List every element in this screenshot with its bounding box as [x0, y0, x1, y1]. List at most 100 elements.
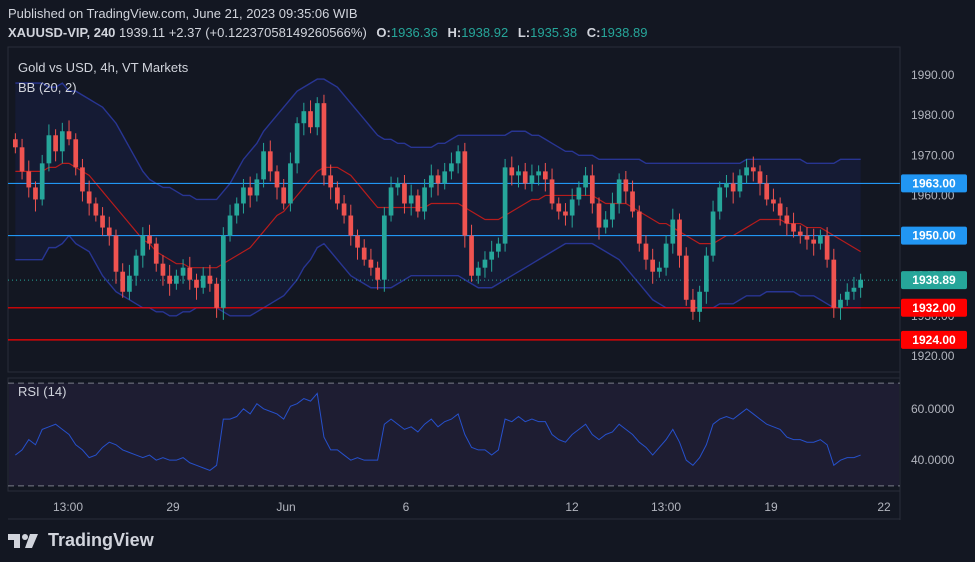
candle-body [254, 179, 260, 196]
brand-name: TradingView [48, 530, 154, 550]
candle-body [462, 151, 468, 236]
candle-body [650, 259, 656, 272]
candle-body [395, 183, 401, 188]
candle-body [73, 139, 79, 168]
candle-body [127, 275, 132, 292]
candle-body [663, 243, 669, 268]
candle-body [113, 235, 119, 272]
candle-body [281, 187, 287, 204]
low-label: L: [517, 25, 531, 40]
price-tick-label: 1990.00 [911, 68, 955, 82]
candle-body [744, 167, 749, 176]
price-tick-label: 1970.00 [911, 148, 955, 162]
candle-body [690, 299, 696, 312]
candle-body [348, 215, 354, 236]
candle-body [750, 167, 756, 172]
candle-body [791, 223, 796, 232]
candle-body [610, 203, 615, 220]
candle-body [730, 183, 736, 192]
candle-body [220, 235, 226, 308]
candle-body [475, 267, 481, 276]
candle-body [757, 171, 763, 184]
candle-body [496, 243, 501, 252]
tradingview-logo-icon [8, 533, 38, 548]
rsi-legend: RSI (14) [18, 384, 67, 399]
candle-body [301, 111, 307, 124]
candle-body [46, 135, 52, 164]
open-value: 1936.36 [390, 25, 438, 40]
candle-body [737, 175, 743, 192]
candle-body [670, 219, 676, 244]
candle-body [697, 291, 702, 312]
candle-body [308, 111, 313, 128]
candle-body [536, 171, 541, 176]
candle-body [100, 215, 105, 228]
candle-body [851, 287, 857, 292]
time-tick-label: 13:00 [651, 500, 681, 514]
candle-body [784, 215, 790, 224]
candle-body [811, 239, 817, 244]
high-value: 1938.92 [461, 25, 509, 40]
candle-body [717, 187, 723, 212]
candle-body [267, 151, 273, 172]
candle-body [174, 275, 179, 284]
time-tick-label: 13:00 [53, 500, 83, 514]
candle-body [677, 219, 682, 256]
rsi-tick-label: 60.0000 [911, 402, 955, 416]
candle-body [93, 203, 99, 216]
candle-body [207, 275, 213, 284]
candle-body [777, 203, 783, 216]
candle-body [120, 271, 126, 292]
candle-body [13, 139, 18, 148]
candle-body [643, 243, 649, 260]
candle-body [241, 187, 246, 204]
candle-body [563, 211, 568, 216]
price-tick-label: 1920.00 [911, 349, 955, 363]
low-value: 1935.38 [530, 25, 578, 40]
candle-body [502, 167, 508, 244]
candle-body [683, 255, 689, 300]
time-tick-label: 6 [403, 500, 410, 514]
candle-body [375, 267, 380, 280]
candle-body [623, 179, 629, 192]
time-tick-label: 12 [565, 500, 579, 514]
symbol-name[interactable]: XAUUSD-VIP, 240 [8, 25, 116, 40]
candle-body [341, 203, 347, 216]
bb-band-fill [15, 79, 861, 316]
last-price: 1939.11 [119, 25, 166, 40]
candle-body [288, 163, 293, 204]
candle-body [200, 275, 206, 288]
candle-body [522, 171, 528, 184]
candle-body [26, 171, 32, 188]
candle-body [657, 267, 662, 272]
candle-body [227, 215, 233, 236]
candle-body [455, 151, 461, 164]
candle-body [53, 135, 58, 152]
candle-body [824, 235, 830, 260]
candle-body [59, 131, 65, 152]
current-price-label: 1938.89 [912, 273, 956, 287]
candle-body [388, 187, 394, 216]
candle-body [764, 183, 770, 200]
level-label-1932.00-bg [901, 298, 967, 317]
candle-body [710, 211, 716, 256]
level-label-1950.00-bg [901, 226, 967, 245]
candle-body [771, 199, 776, 204]
bb-legend: BB (20, 2) [18, 80, 77, 95]
current-price-label-bg [901, 271, 967, 290]
candle-body [86, 191, 92, 204]
candle-body [489, 251, 495, 260]
pane-separator [8, 373, 900, 377]
candle-body [442, 171, 448, 184]
candle-body [818, 235, 823, 244]
time-tick-label: Jun [276, 500, 295, 514]
candle-body [160, 263, 166, 276]
candle-body [80, 167, 85, 192]
candle-body [838, 299, 843, 308]
candle-body [140, 235, 146, 256]
tradingview-brand[interactable]: TradingView [8, 530, 154, 551]
level-label-1924.00: 1924.00 [912, 333, 956, 347]
time-tick-label: 29 [166, 500, 180, 514]
time-tick-label: 22 [877, 500, 891, 514]
